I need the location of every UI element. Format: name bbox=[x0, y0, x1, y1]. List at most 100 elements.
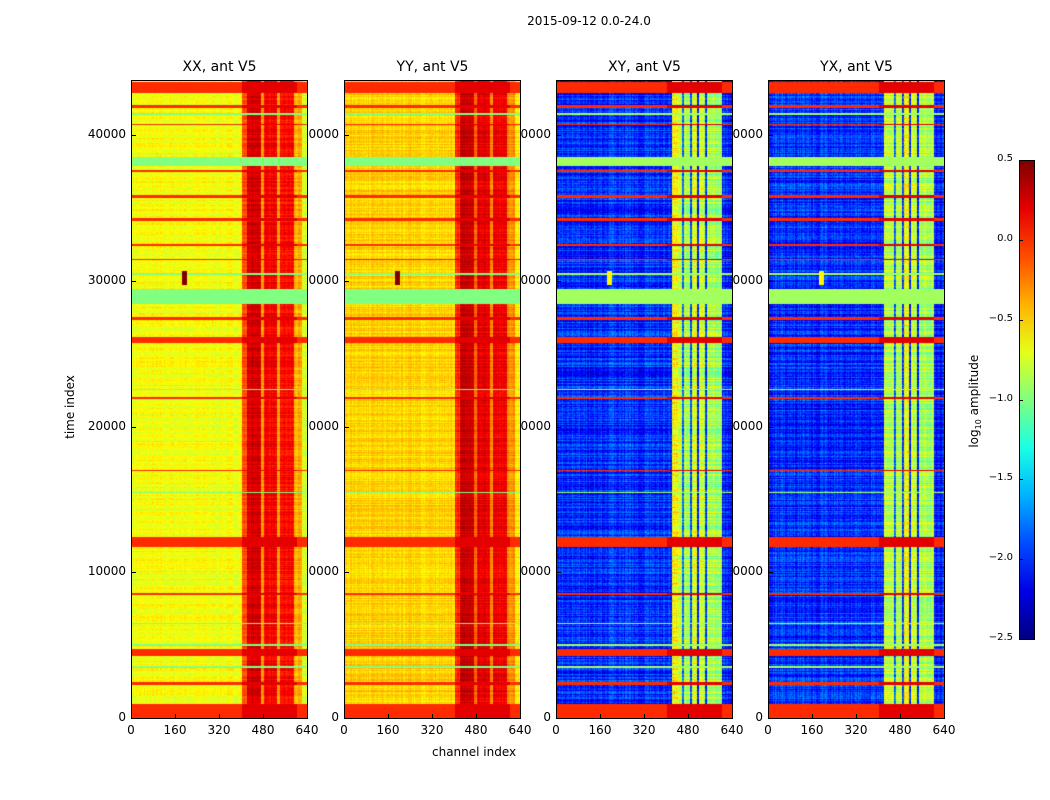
y-tick-label-yy: 40000 bbox=[300, 127, 339, 142]
y-tick-xy bbox=[557, 135, 561, 137]
y-tick-label-yy: 0 bbox=[331, 710, 339, 724]
x-tick-xx bbox=[263, 714, 264, 718]
colorbar-label-main: log bbox=[966, 429, 981, 448]
y-tick-label-xx: 30000 bbox=[87, 273, 126, 287]
heatmap-xx-image bbox=[132, 81, 307, 718]
panel-title-xy: XY, ant V5 bbox=[608, 59, 681, 75]
y-tick-xy bbox=[557, 426, 561, 428]
y-tick-label-xx: 0 bbox=[118, 710, 126, 724]
colorbar-tick-label: −0.5 bbox=[988, 312, 1013, 324]
figure-title: 2015-09-12 0.0-24.0 bbox=[527, 14, 651, 28]
panel-title-xx: XX, ant V5 bbox=[182, 59, 257, 75]
y-tick-yy bbox=[345, 572, 349, 574]
x-tick-xy bbox=[556, 714, 557, 718]
x-tick-yy bbox=[432, 714, 433, 718]
x-tick-yx bbox=[856, 714, 857, 718]
y-tick-label-yx: 10000 bbox=[724, 564, 763, 579]
y-tick-label-yy: 20000 bbox=[300, 418, 339, 433]
colorbar-tick bbox=[1019, 639, 1023, 640]
colorbar-tick bbox=[1019, 160, 1023, 161]
y-tick-yy bbox=[345, 426, 349, 428]
panel-title-yy: YY, ant V5 bbox=[396, 59, 469, 75]
x-tick-label-xx: 160 bbox=[163, 723, 187, 737]
x-tick-label-yy: 640 bbox=[508, 723, 532, 737]
colorbar-tick-label: −1.0 bbox=[988, 392, 1013, 404]
y-tick-xy bbox=[557, 281, 561, 282]
x-tick-xy bbox=[688, 714, 689, 718]
heatmap-xy bbox=[556, 80, 733, 719]
x-tick-label-xy: 320 bbox=[632, 723, 656, 737]
x-tick-xx bbox=[219, 714, 220, 718]
colorbar-tick-label: −2.0 bbox=[988, 552, 1013, 564]
colorbar-tick bbox=[1019, 479, 1023, 481]
x-tick-label-xx: 640 bbox=[295, 723, 319, 737]
x-tick-label-yx: 480 bbox=[888, 723, 912, 737]
panel-title-yx: YX, ant V5 bbox=[820, 59, 893, 75]
y-tick-yx bbox=[769, 718, 773, 719]
x-tick-yy bbox=[344, 714, 345, 718]
y-tick-yx bbox=[769, 135, 773, 137]
x-tick-label-xx: 320 bbox=[207, 723, 231, 737]
y-tick-xy bbox=[557, 718, 561, 719]
x-tick-label-yy: 160 bbox=[376, 723, 400, 737]
heatmap-yy bbox=[344, 80, 521, 719]
x-tick-xy bbox=[600, 714, 601, 718]
y-tick-yy bbox=[345, 135, 349, 137]
y-tick-yy bbox=[345, 281, 349, 282]
heatmap-yy-image bbox=[345, 81, 520, 718]
x-tick-xx bbox=[131, 714, 132, 718]
colorbar-tick-label: 0.5 bbox=[997, 153, 1013, 164]
x-tick-label-yy: 0 bbox=[340, 723, 348, 737]
x-tick-label-xy: 0 bbox=[552, 723, 560, 737]
y-tick-label-xy: 20000 bbox=[512, 418, 551, 433]
x-tick-xx bbox=[307, 714, 308, 718]
x-tick-yx bbox=[768, 714, 769, 718]
x-tick-xy bbox=[732, 714, 733, 718]
y-tick-label-xx: 10000 bbox=[87, 564, 126, 579]
colorbar-tick bbox=[1019, 399, 1023, 401]
y-axis-label: time index bbox=[63, 375, 77, 439]
y-tick-label-yx: 40000 bbox=[724, 127, 763, 142]
y-tick-yx bbox=[769, 572, 773, 574]
heatmap-yx bbox=[768, 80, 945, 719]
x-tick-label-yx: 640 bbox=[932, 723, 956, 737]
colorbar-label-sub: 10 bbox=[974, 419, 984, 430]
colorbar-tick-label: −2.5 bbox=[988, 632, 1013, 643]
colorbar-tick-label: −1.5 bbox=[988, 472, 1013, 484]
x-tick-label-yx: 0 bbox=[764, 723, 772, 737]
x-axis-label: channel index bbox=[432, 745, 517, 759]
x-tick-xx bbox=[175, 714, 176, 718]
y-tick-xx bbox=[132, 426, 136, 428]
colorbar-tick bbox=[1019, 239, 1023, 241]
x-tick-label-xx: 0 bbox=[127, 723, 135, 737]
y-tick-label-xx: 20000 bbox=[87, 418, 126, 433]
heatmap-xy-image bbox=[557, 81, 732, 718]
y-tick-label-yy: 30000 bbox=[300, 273, 339, 287]
y-tick-xx bbox=[132, 135, 136, 137]
x-tick-yx bbox=[900, 714, 901, 718]
y-tick-yx bbox=[769, 281, 773, 282]
colorbar-tick bbox=[1019, 319, 1023, 321]
heatmap-xx bbox=[131, 80, 308, 719]
x-tick-yx bbox=[812, 714, 813, 718]
y-tick-label-yx: 0 bbox=[755, 710, 763, 724]
x-tick-label-yx: 160 bbox=[800, 723, 824, 737]
y-tick-yy bbox=[345, 718, 349, 719]
y-tick-label-yy: 10000 bbox=[300, 564, 339, 579]
x-tick-yy bbox=[476, 714, 477, 718]
x-tick-label-yy: 320 bbox=[420, 723, 444, 737]
y-tick-label-xy: 0 bbox=[543, 710, 551, 724]
x-tick-xy bbox=[644, 714, 645, 718]
x-tick-label-yy: 480 bbox=[464, 723, 488, 737]
colorbar-tick-label: 0.0 bbox=[997, 232, 1013, 244]
y-tick-label-xy: 40000 bbox=[512, 127, 551, 142]
x-tick-label-xx: 480 bbox=[251, 723, 275, 737]
x-tick-yy bbox=[388, 714, 389, 718]
colorbar-tick bbox=[1019, 559, 1023, 561]
y-tick-yx bbox=[769, 426, 773, 428]
x-tick-label-yx: 320 bbox=[844, 723, 868, 737]
x-tick-label-xy: 640 bbox=[720, 723, 744, 737]
y-tick-label-yx: 20000 bbox=[724, 418, 763, 433]
y-tick-xy bbox=[557, 572, 561, 574]
